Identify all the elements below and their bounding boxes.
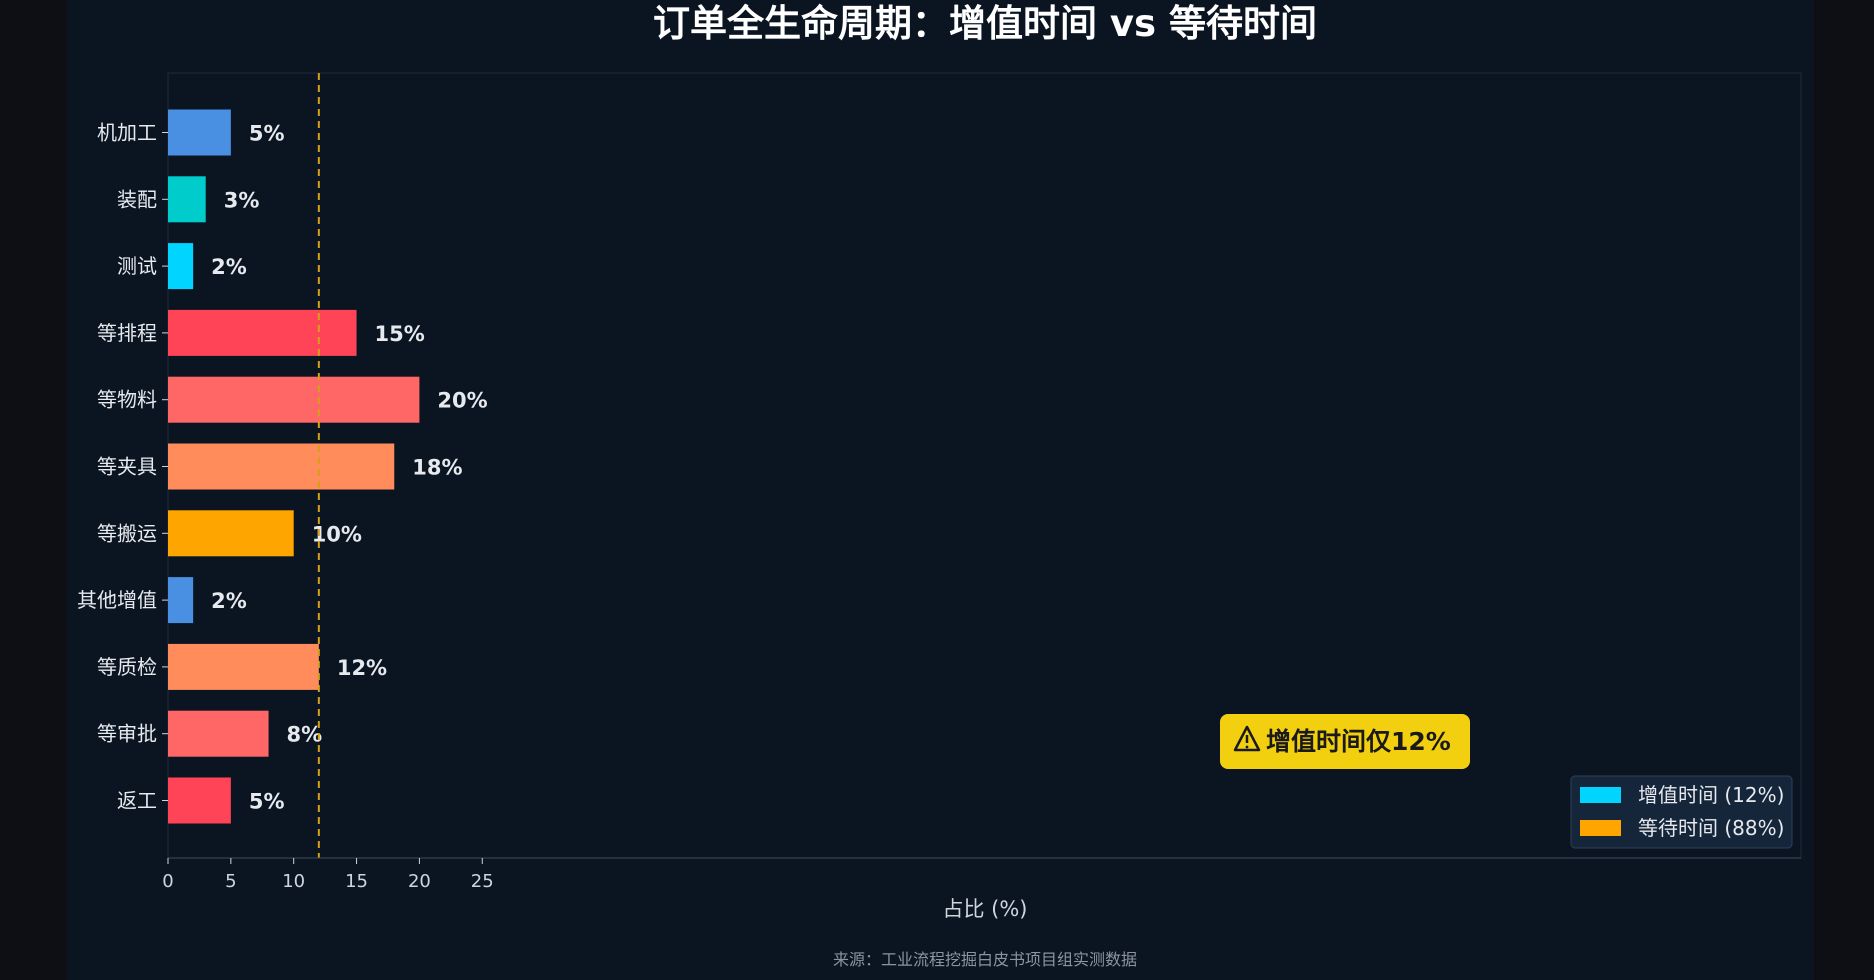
x-tick-label: 25 <box>471 871 494 892</box>
data-label: 15% <box>375 322 425 346</box>
annotation-text: 增值时间仅12% <box>1266 727 1451 756</box>
category-label: 等排程 <box>97 321 157 345</box>
data-label: 3% <box>224 188 260 212</box>
bar <box>168 176 206 223</box>
x-axis: 0 5 10 15 20 25 <box>162 857 1801 892</box>
bar <box>168 443 395 490</box>
data-label: 2% <box>211 255 247 279</box>
bar <box>168 109 231 156</box>
category-label: 等夹具 <box>97 455 157 479</box>
legend-swatch <box>1580 787 1621 803</box>
data-label: 18% <box>412 456 462 480</box>
bar-chart: 订单全生命周期：增值时间 vs 等待时间 机加工 5% 装配 3% 测试 2% 等排程 15%… <box>77 2 1802 969</box>
data-label: 2% <box>211 589 247 613</box>
annotation-callout: 增值时间仅12% <box>1220 714 1470 769</box>
bar <box>168 710 269 757</box>
bar <box>168 643 319 690</box>
annotation-box <box>1220 714 1470 769</box>
data-label: 5% <box>249 122 285 146</box>
x-tick-label: 15 <box>345 871 368 892</box>
category-label: 等物料 <box>97 388 157 412</box>
data-label: 12% <box>337 656 387 680</box>
bar <box>168 243 194 290</box>
data-label: 5% <box>249 790 285 814</box>
category-label: 机加工 <box>97 121 157 145</box>
legend-label: 增值时间 (12%) <box>1638 783 1784 807</box>
category-label: 装配 <box>117 187 157 211</box>
x-tick-label: 0 <box>162 871 173 892</box>
bar <box>168 510 294 557</box>
x-tick-label: 5 <box>225 871 236 892</box>
legend-label: 等待时间 (88%) <box>1638 816 1784 840</box>
data-label: 8% <box>287 723 323 747</box>
category-label: 其他增值 <box>77 588 157 612</box>
bars-layer: 机加工 5% 装配 3% 测试 2% 等排程 15% 等物料 20% 等夹具 18% 等搬运 10% 其他增… <box>77 73 488 858</box>
category-label: 返工 <box>117 789 157 813</box>
category-label: 等质检 <box>97 655 157 679</box>
legend-swatch <box>1580 820 1621 836</box>
bar <box>168 376 420 423</box>
x-tick-label: 20 <box>408 871 431 892</box>
legend-box <box>1570 775 1793 849</box>
x-tick-label: 10 <box>282 871 305 892</box>
category-label: 等搬运 <box>97 521 157 545</box>
bar <box>168 777 231 824</box>
chart-title: 订单全生命周期：增值时间 vs 等待时间 <box>653 2 1317 45</box>
x-axis-label: 占比 (%) <box>942 897 1027 921</box>
data-label: 20% <box>437 389 487 413</box>
legend: 增值时间 (12%) 等待时间 (88%) <box>1570 775 1793 849</box>
category-label: 等审批 <box>97 722 157 746</box>
chart-panel: 订单全生命周期：增值时间 vs 等待时间 机加工 5% 装配 3% 测试 2% 等排程 15%… <box>67 0 1814 980</box>
data-label: 10% <box>312 522 362 546</box>
source-note: 来源：工业流程挖掘白皮书项目组实测数据 <box>833 950 1137 969</box>
category-label: 测试 <box>117 254 157 278</box>
bar <box>168 577 194 624</box>
bar <box>168 309 357 356</box>
warning-icon <box>1233 725 1261 752</box>
